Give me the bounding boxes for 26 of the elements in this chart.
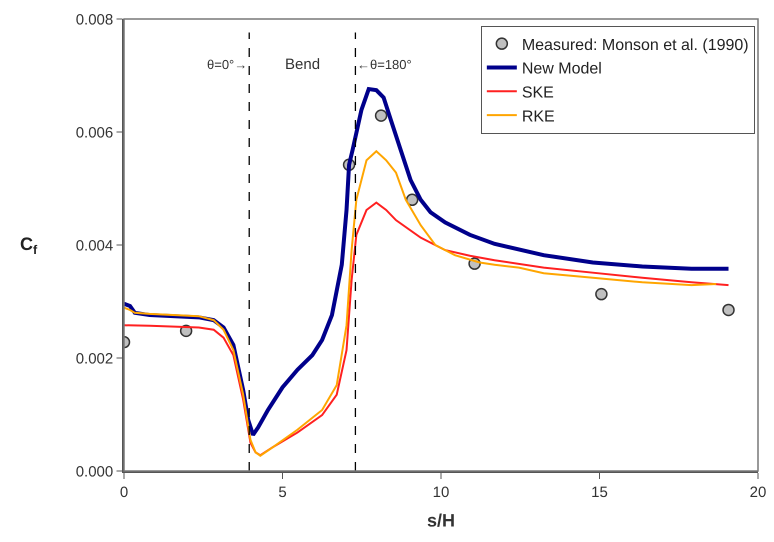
legend-label: SKE xyxy=(522,84,554,102)
legend-label: Measured: Monson et al. (1990) xyxy=(522,36,749,54)
x-tick-label: 10 xyxy=(432,484,450,501)
x-axis-title: s/H xyxy=(426,510,456,530)
y-axis-title: C$_{f}$ xyxy=(20,234,38,257)
x-tick-label: 15 xyxy=(591,484,608,501)
point xyxy=(722,304,735,316)
y-tick-label: 0.002 xyxy=(76,350,114,368)
y-tick-label: 0.004 xyxy=(76,237,114,254)
legend-label: New Model xyxy=(522,60,602,78)
y-tick-label: 0.000 xyxy=(76,463,114,480)
x-tick-label: 20 xyxy=(750,484,766,501)
point xyxy=(406,194,418,206)
annotation: θ=0°→ xyxy=(207,57,248,72)
line-series xyxy=(124,150,718,457)
annotation: ←θ=180° xyxy=(357,57,412,72)
point xyxy=(595,288,608,300)
legend-label: RKE xyxy=(522,108,555,126)
line-series xyxy=(124,87,731,437)
annotation: Bend xyxy=(285,56,320,73)
y-tick-label: 0.006 xyxy=(76,124,114,142)
x-tick-label: 5 xyxy=(278,484,287,501)
line-series xyxy=(124,202,730,456)
point xyxy=(374,109,388,122)
x-tick-label: 0 xyxy=(120,484,128,501)
y-tick-label: 0.008 xyxy=(76,11,114,28)
